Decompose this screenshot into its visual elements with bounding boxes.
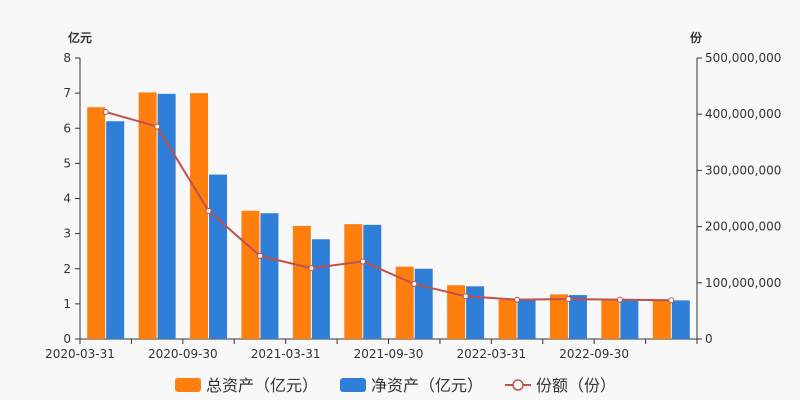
right-tick-label: 100,000,000 [705,276,781,290]
legend-label: 总资产（亿元） [206,376,318,395]
series-net-assets-bars [106,93,690,339]
bar [311,239,330,339]
bar [652,299,671,339]
bar [190,93,209,339]
left-tick-label: 6 [63,121,71,135]
share-point [411,280,418,287]
right-tick-label: 0 [705,332,713,346]
legend-label: 净资产（亿元） [371,376,483,395]
share-point [616,296,623,303]
bar [106,121,125,339]
bar [447,285,466,339]
share-point [256,252,263,259]
bar [620,300,639,339]
left-tick-label: 3 [63,227,71,241]
bar [260,213,279,339]
share-point [514,296,521,303]
bar [209,174,228,339]
legend-marker [512,379,524,391]
share-line [105,110,672,302]
x-tick-label: 2022-09-30 [559,347,629,361]
right-tick-label: 500,000,000 [705,51,781,65]
share-point [359,258,366,265]
legend-swatch [340,378,366,392]
bar [344,224,363,339]
plot-area: 0 1 2 3 4 5 6 7 8 0 100,000,000 200,000,000 300,000,… [45,51,781,361]
left-tick-label: 1 [63,297,71,311]
left-axis-unit: 亿元 [68,30,92,45]
left-tick-label: 5 [63,156,71,170]
bar [466,286,485,339]
bar [157,93,176,339]
bar [363,224,382,339]
legend-swatch [175,378,201,392]
share-point [565,296,572,303]
share-point [308,265,315,272]
left-tick-label: 8 [63,51,71,65]
right-tick-label: 300,000,000 [705,163,781,177]
bar [671,300,690,339]
bar [498,299,517,339]
bar [568,295,587,339]
right-axis-unit: 份 [690,30,703,45]
bar [601,299,620,339]
x-tick-label: 2020-09-30 [148,347,218,361]
legend: 总资产（亿元） 净资产（亿元） 份额（份） [175,376,616,395]
left-tick-label: 0 [63,332,71,346]
bar [414,268,433,339]
right-tick-label: 400,000,000 [705,107,781,121]
legend-label: 份额（份） [536,376,616,395]
series-total-assets-bars [87,92,671,339]
bar [549,294,568,339]
x-tick-label: 2022-03-31 [456,347,526,361]
right-tick-label: 200,000,000 [705,220,781,234]
share-point [102,108,109,115]
x-tick-label: 2020-03-31 [45,347,115,361]
x-tick-label: 2021-03-31 [251,347,321,361]
share-point [668,297,675,304]
left-tick-label: 7 [63,86,71,100]
bar [292,225,311,339]
left-tick-label: 2 [63,262,71,276]
x-tick-label: 2021-09-30 [354,347,424,361]
share-point [154,123,161,130]
bar [87,107,106,339]
share-point [462,293,469,300]
left-tick-label: 4 [63,192,71,206]
bar [241,210,260,339]
bar [517,300,536,339]
bar [395,266,414,339]
bar [138,92,157,339]
share-point [205,207,212,214]
